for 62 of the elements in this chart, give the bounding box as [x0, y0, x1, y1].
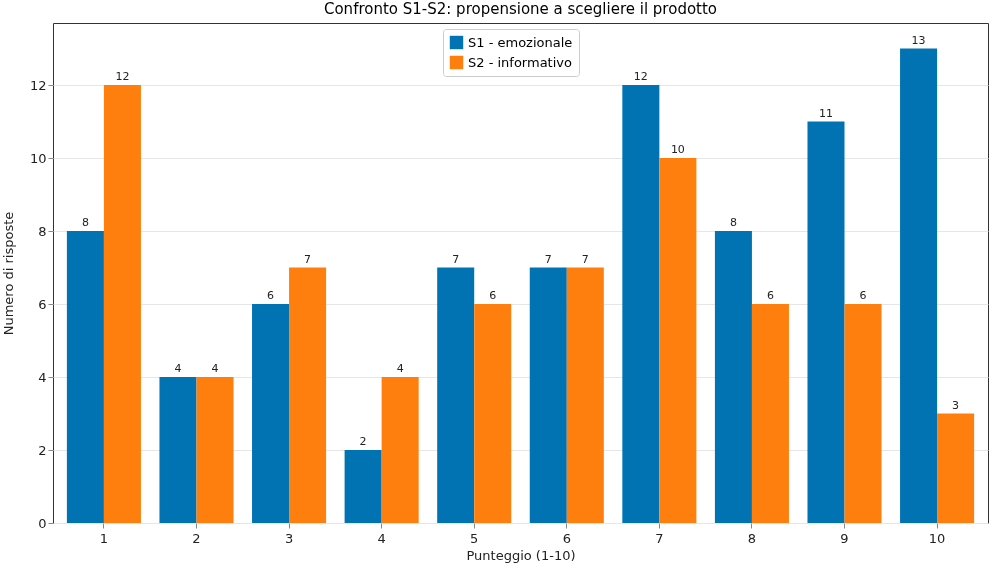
- bar: [529, 267, 567, 523]
- bar: [659, 158, 697, 523]
- x-tick-label: 10: [928, 530, 946, 546]
- y-tick-label: 10: [29, 150, 47, 166]
- y-tick-label: 0: [38, 515, 47, 531]
- data-label: 4: [396, 362, 404, 376]
- bar: [937, 413, 975, 523]
- data-label: 7: [452, 252, 460, 266]
- data-label: 6: [766, 289, 774, 303]
- bar: [159, 377, 197, 523]
- data-label: 4: [211, 362, 219, 376]
- bar: [252, 304, 290, 523]
- y-axis-title: Numero di risposte: [0, 211, 16, 336]
- data-label: 6: [489, 289, 497, 303]
- y-tick-label: 8: [38, 223, 47, 239]
- bar: [900, 48, 938, 523]
- data-label: 7: [304, 252, 312, 266]
- data-label: 13: [911, 33, 926, 47]
- data-label: 7: [544, 252, 552, 266]
- bar: [196, 377, 234, 523]
- bar: [714, 231, 752, 523]
- data-label: 8: [81, 216, 89, 230]
- y-tick-label: 6: [38, 296, 47, 312]
- legend-label: S1 - emozionale: [468, 34, 573, 50]
- bar: [66, 231, 104, 523]
- data-label: 12: [633, 70, 648, 84]
- chart-title: Confronto S1-S2: propensione a scegliere il prodotto: [323, 0, 718, 18]
- x-tick-label: 8: [747, 530, 757, 546]
- data-label: 7: [581, 252, 589, 266]
- x-tick-label: 1: [99, 530, 109, 546]
- y-tick-label: 4: [38, 369, 47, 385]
- data-label: 2: [359, 435, 367, 449]
- data-label: 6: [267, 289, 275, 303]
- x-tick-label: 7: [655, 530, 664, 546]
- x-tick-label: 3: [284, 530, 294, 546]
- bar: [751, 304, 789, 523]
- x-tick-label: 5: [470, 530, 479, 546]
- bar: [844, 304, 882, 523]
- bar: [289, 267, 327, 523]
- data-label: 12: [115, 70, 130, 84]
- x-tick-label: 9: [840, 530, 849, 546]
- bar: [381, 377, 419, 523]
- data-label: 11: [819, 106, 833, 120]
- x-tick-label: 6: [562, 530, 571, 546]
- data-label: 6: [859, 289, 867, 303]
- x-axis-title: Punteggio (1-10): [466, 547, 576, 563]
- legend-label: S2 - informativo: [468, 54, 573, 70]
- bar: [103, 85, 141, 523]
- y-tick-label: 12: [29, 77, 47, 93]
- bar: [474, 304, 512, 523]
- bar: [344, 450, 382, 523]
- data-label: 3: [952, 398, 960, 412]
- bar: [807, 121, 845, 523]
- bar: [566, 267, 604, 523]
- x-tick-label: 2: [192, 530, 201, 546]
- data-label: 8: [729, 216, 737, 230]
- x-tick-label: 4: [377, 530, 386, 546]
- data-label: 4: [174, 362, 182, 376]
- bar: [622, 85, 660, 523]
- y-tick-label: 2: [38, 442, 47, 458]
- data-label: 10: [670, 143, 685, 157]
- bar: [437, 267, 475, 523]
